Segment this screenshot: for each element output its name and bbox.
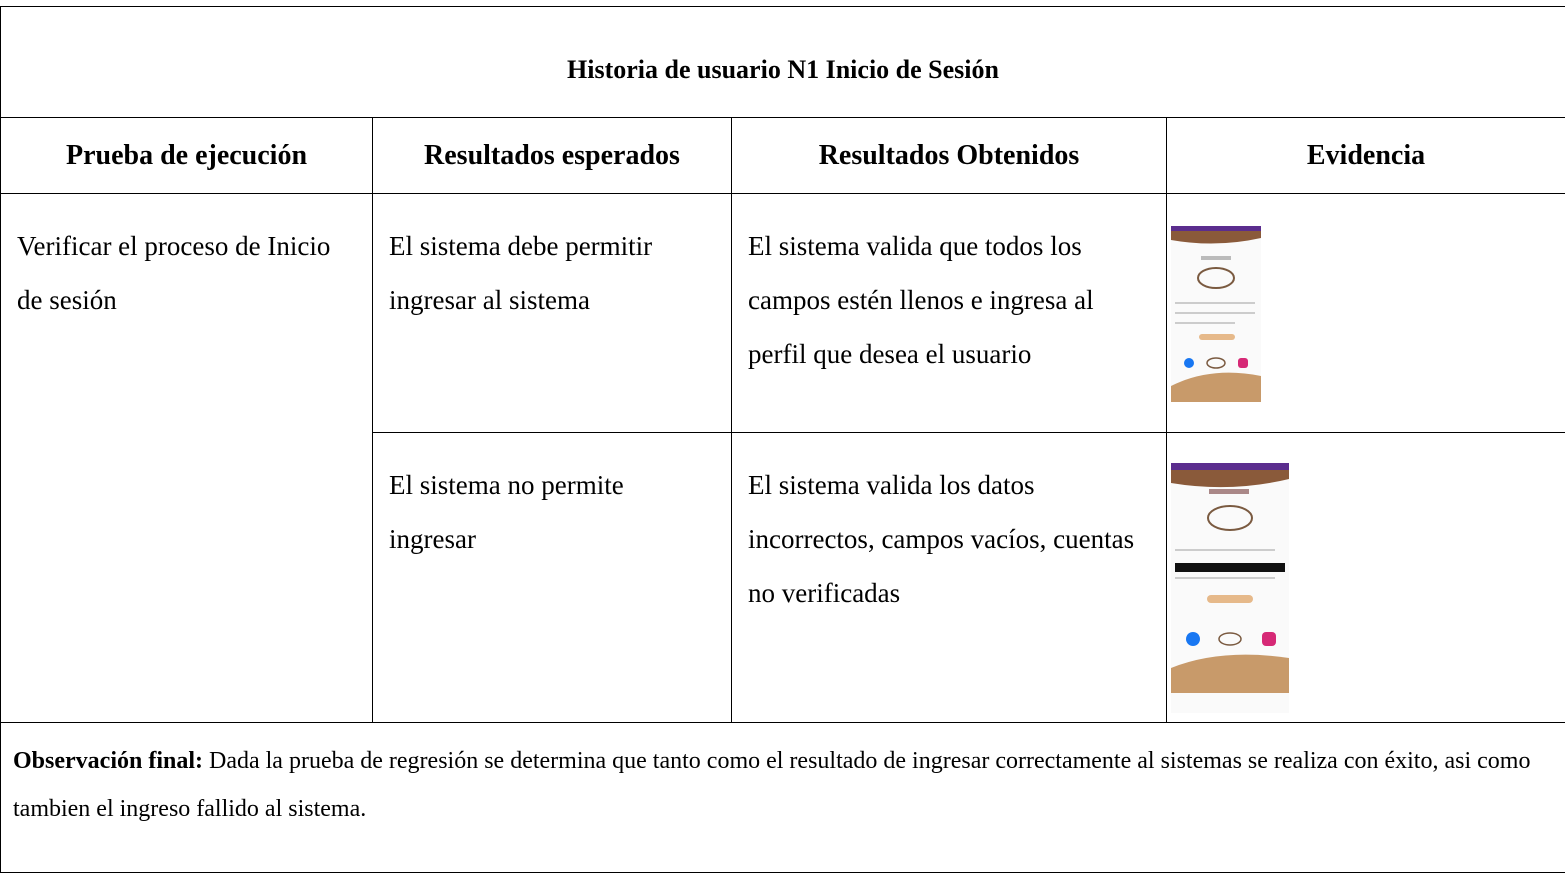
phone-screenshot xyxy=(1171,463,1289,713)
cell: El sistema debe permitir ingresar al sis… xyxy=(373,194,732,433)
phone-screenshot xyxy=(1171,226,1261,402)
cell: El sistema valida que todos los campos e… xyxy=(732,194,1167,433)
column-header: Resultados Obtenidos xyxy=(732,118,1167,194)
column-header: Prueba de ejecución xyxy=(1,118,373,194)
cell: Verificar el proceso de Inicio de sesión xyxy=(1,194,373,723)
cell: El sistema no permite ingresar xyxy=(373,433,732,723)
evidence-cell xyxy=(1167,433,1565,723)
evidence-cell xyxy=(1167,194,1565,433)
test-table: Historia de usuario N1 Inicio de Sesión … xyxy=(0,6,1565,873)
observation: Observación final: Dada la prueba de reg… xyxy=(1,723,1565,873)
column-header: Resultados esperados xyxy=(373,118,732,194)
observation-text: Dada la prueba de regresión se determina… xyxy=(13,748,1530,822)
cell: El sistema valida los datos incorrectos,… xyxy=(732,433,1167,723)
observation-label: Observación final: xyxy=(13,748,203,774)
column-header: Evidencia xyxy=(1167,118,1565,194)
table-title: Historia de usuario N1 Inicio de Sesión xyxy=(1,7,1565,118)
